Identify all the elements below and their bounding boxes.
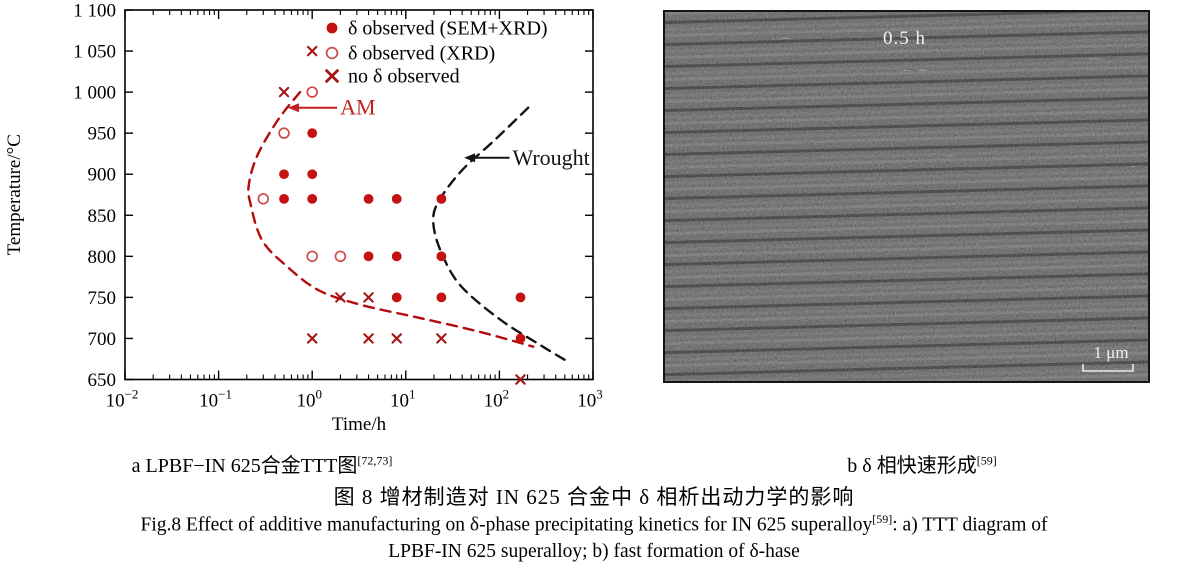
y-axis-label: Temperature/°C <box>4 134 25 255</box>
figure-caption-english-line2: LPBF-IN 625 superalloy; b) fast formatio… <box>388 541 800 562</box>
caption-a-text: a LPBF−IN 625合金TTT图 <box>131 455 358 477</box>
caption-panel-b: b δ 相快速形成[59] <box>847 449 996 478</box>
svg-text:δ observed (XRD): δ observed (XRD) <box>348 43 495 65</box>
caption-en-ref: [59] <box>872 512 893 526</box>
plot-frame <box>124 9 594 381</box>
svg-text:1 100: 1 100 <box>73 1 116 22</box>
curve-AM <box>247 90 535 348</box>
svg-text:100: 100 <box>296 387 322 412</box>
svg-text:750: 750 <box>88 288 117 309</box>
svg-text:103: 103 <box>577 387 603 412</box>
svg-text:102: 102 <box>484 387 510 412</box>
y-axis: 1 100 1 050 1 000 950 900 850 800 750 700 650 <box>73 1 593 391</box>
ttt-chart: 1 100 1 050 1 000 950 900 850 800 750 700 650 Temp… <box>4 1 603 436</box>
caption-b-text: b δ 相快速形成 <box>847 455 977 477</box>
caption-panel-a: a LPBF−IN 625合金TTT图[72,73] <box>132 449 393 478</box>
caption-b-ref: [59] <box>976 453 997 468</box>
scalebar-label: 1 μm <box>1093 343 1129 362</box>
svg-text:650: 650 <box>88 370 117 391</box>
sem-time-label: 0.5 h <box>883 28 926 49</box>
svg-text:Wrought: Wrought <box>512 145 589 170</box>
series-filled-circle <box>279 128 526 344</box>
svg-text:800: 800 <box>88 247 117 268</box>
caption-en-main: Fig.8 Effect of additive manufacturing o… <box>140 514 873 536</box>
legend: δ observed (SEM+XRD) δ observed (XRD)no δ… <box>325 18 548 88</box>
series-x <box>278 45 526 385</box>
svg-text:10−1: 10−1 <box>199 387 232 412</box>
svg-text:δ observed (SEM+XRD): δ observed (SEM+XRD) <box>348 18 548 40</box>
svg-text:101: 101 <box>390 387 416 412</box>
annotation-Wrought: Wrought <box>464 145 590 170</box>
svg-text:1 050: 1 050 <box>73 42 116 63</box>
figure-caption-english-line1: Fig.8 Effect of additive manufacturing o… <box>141 512 1048 537</box>
svg-text:AM: AM <box>340 95 375 120</box>
sem-scalebar: 1 μm <box>1080 344 1142 373</box>
svg-text:700: 700 <box>88 329 117 350</box>
caption-a-ref: [72,73] <box>357 453 393 468</box>
x-axis-label: Time/h <box>332 414 387 435</box>
annotation-AM: AM <box>287 95 376 120</box>
svg-text:900: 900 <box>88 165 117 186</box>
svg-text:10−2: 10−2 <box>106 387 139 412</box>
sem-image <box>665 12 1148 381</box>
series-open-circle <box>257 86 347 263</box>
sem-layer-bands <box>665 12 1148 381</box>
sem-micrograph-panel: 0.5 h 1 μm <box>663 10 1150 383</box>
svg-text:no δ observed: no δ observed <box>348 66 460 88</box>
svg-text:850: 850 <box>88 206 117 227</box>
caption-en-tail: : a) TTT diagram of <box>892 514 1048 536</box>
figure-caption-chinese: 图 8 增材制造对 IN 625 合金中 δ 相析出动力学的影响 <box>333 485 855 509</box>
svg-text:950: 950 <box>88 124 117 145</box>
svg-text:1 000: 1 000 <box>73 83 116 104</box>
scalebar-bracket <box>1082 364 1134 372</box>
curve-Wrought <box>431 106 572 365</box>
